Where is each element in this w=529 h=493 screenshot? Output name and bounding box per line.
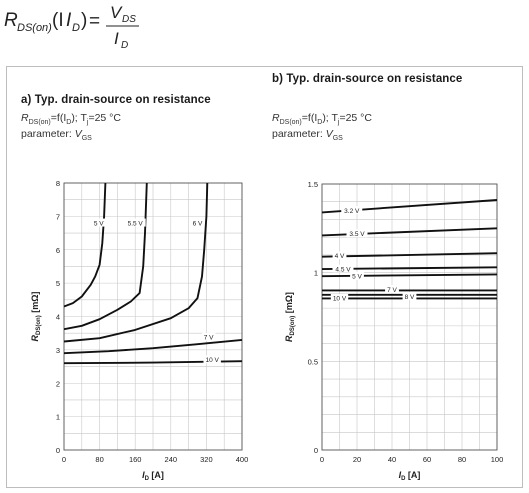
chart-b-xtick-label: 80 [458,455,466,464]
chart-a-curve-label-4: 10 V [205,357,219,364]
chart-a-xtick-label: 400 [236,455,249,464]
formula-denominator-sub: D [121,40,128,51]
chart-b-curve-label-bg [330,293,349,302]
chart-b-curve-label-4: 5 V [352,274,362,281]
formula-lhs-arg-i: I [66,10,72,31]
chart-a-xlabel: ID [A] [142,470,164,482]
chart-b-curve-label-bg [385,285,399,294]
chart-a-xtick-label: 240 [165,455,178,464]
formula-numerator: V [110,3,123,22]
chart-a-ytick-label: 2 [56,379,60,388]
formula-lhs-sub: DS(on) [17,22,52,34]
chart-b-curve-label-bg [332,251,347,260]
formula-lhs-arg-sub: D [72,22,80,34]
chart-b-curve-label-6: 8 V [405,294,415,301]
chart-b-curve-label-2: 4 V [335,253,345,260]
formula-lhs-arg-close: ) [81,10,87,31]
chart-b-xtick-label: 20 [353,455,361,464]
chart-b-series-line-2 [322,252,497,258]
formula-numerator-sub: DS [122,14,136,25]
chart-a-curve-label-3: 7 V [204,334,214,341]
chart-a-xtick-label: 320 [200,455,213,464]
chart-b-series-line-4 [322,273,497,278]
formula-lhs-arg: (I [52,10,64,31]
chart-b-curve-label-bg [402,292,417,301]
formula: R DS(on) (I I D ) = V DS I D [4,3,139,51]
chart-a-series-line-3 [64,338,242,355]
chart-a-series-line-1 [64,183,148,331]
chart-a-curve-label-bg [124,218,146,227]
chart-a-curve-label-2: 6 V [193,220,203,227]
chart-b-xtick-label: 100 [491,455,504,464]
chart-b-ytick-label: 1 [314,269,318,278]
chart-b-curve-label-bg [350,271,364,280]
chart-b-grid [321,183,498,451]
chart-a-ytick-label: 5 [56,279,60,288]
chart-a-ylabel: RDS(on) [mΩ] [30,292,42,342]
chart-b-ytick-label: 1.5 [308,180,318,189]
chart-b-curve-label-0: 3.2 V [344,208,360,215]
chart-b-ytick-label: 0 [314,446,318,455]
panels-frame [6,66,523,488]
formula-lhs-symbol: R [4,10,18,31]
chart-b-xtick-label: 40 [388,455,396,464]
chart-a-ytick-label: 3 [56,346,60,355]
chart-a-xtick-label: 160 [129,455,142,464]
chart-a-ytick-label: 4 [56,313,60,322]
formula-denominator: I [114,29,119,48]
chart-a-series-line-2 [64,183,209,343]
chart-a-ytick-label: 1 [56,413,60,422]
chart-b-ylabel: RDS(on) [mΩ] [284,292,296,342]
chart-b-ytick-label: 0.5 [308,357,318,366]
chart-b-xtick-label: 60 [423,455,431,464]
chart-a-curve-label-1: 5.5 V [128,220,144,227]
chart-a-curve-label-bg [201,332,216,341]
chart-a-curve-label-bg [203,355,221,364]
chart-a-ytick-label: 8 [56,179,60,188]
chart-a-ytick-label: 7 [56,212,60,221]
formula-equals: = [89,11,100,32]
chart-b-curve-label-bg [341,206,363,215]
chart-b-curve-label-3: 4.5 V [335,266,351,273]
chart-b-curve-label-5: 7 V [387,287,397,294]
chart-b-curve-label-1: 3.5 V [349,231,365,238]
chart-b-xtick-label: 0 [320,455,324,464]
chart-b-curve-label-7: 10 V [333,296,347,303]
panel-a-condition: RDS(on)=f(ID); Tj=25 °C [21,112,121,127]
chart-b-curve-label-bg [346,229,368,238]
chart-b-curve-label-bg [332,264,354,273]
chart-a-curve-label-0: 5 V [94,220,104,227]
chart-b-series [322,199,497,300]
chart-a-curve-label-bg [91,218,106,227]
chart-a-xtick-label: 0 [62,455,66,464]
chart-b-xlabel: ID [A] [399,470,421,482]
chart-a-xtick-label: 80 [95,455,103,464]
panel-b-title: b) Typ. drain-source on resistance [272,73,463,85]
panel-b-condition: RDS(on)=f(ID); Tj=25 °C [272,112,372,127]
chart-a-plot-frame [63,182,243,451]
panel-b-parameter: parameter: VGS [272,128,343,143]
chart-a-ytick-label: 0 [56,446,60,455]
panel-a-parameter: parameter: VGS [21,128,92,143]
panel-a-title: a) Typ. drain-source on resistance [21,94,211,106]
chart-a-ytick-label: 6 [56,246,60,255]
chart-a-curve-label-bg [190,218,205,227]
chart-b-plot-frame [321,183,498,451]
